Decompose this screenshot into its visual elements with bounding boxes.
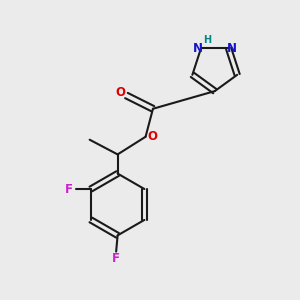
Text: N: N: [227, 42, 237, 55]
Text: O: O: [147, 130, 157, 143]
Text: F: F: [112, 252, 120, 265]
Text: O: O: [116, 86, 126, 99]
Text: F: F: [65, 182, 73, 196]
Text: H: H: [203, 35, 211, 45]
Text: N: N: [192, 42, 203, 55]
